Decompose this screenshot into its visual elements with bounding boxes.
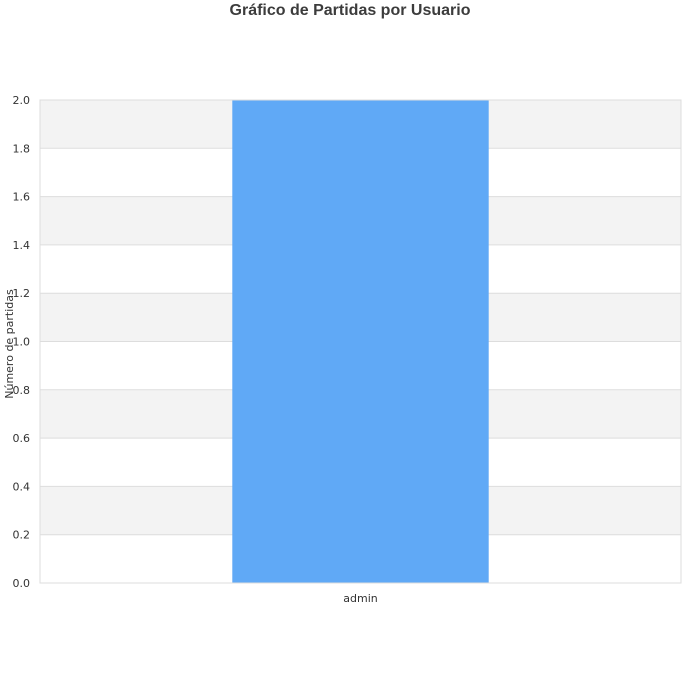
y-tick-label: 0.6: [13, 432, 31, 445]
y-tick-label: 1.2: [13, 287, 31, 300]
y-tick-label: 0.2: [13, 529, 31, 542]
bar-admin: [232, 100, 489, 583]
y-tick-labels: 0.0 0.2 0.4 0.6 0.8 1.0 1.2 1.4 1.6 1.8 2.0: [13, 94, 31, 590]
y-tick-label: 1.4: [13, 239, 31, 252]
bars-group: [232, 100, 489, 583]
plot-border: [39, 99, 682, 584]
plot-frame: [39, 99, 682, 584]
x-tick-label: admin: [343, 592, 377, 605]
chart-title: Gráfico de Partidas por Usuario: [229, 2, 471, 19]
y-tick-label: 1.6: [13, 191, 31, 204]
y-tick-label: 1.8: [13, 142, 31, 155]
y-axis-label: Número de partidas: [3, 289, 16, 399]
y-tick-label: 1.0: [13, 336, 31, 349]
y-tick-label: 0.8: [13, 384, 31, 397]
y-tick-label: 0.4: [13, 480, 31, 493]
y-tick-label: 2.0: [13, 94, 31, 107]
x-tick-labels: admin: [343, 592, 377, 605]
y-tick-label: 0.0: [13, 577, 31, 590]
